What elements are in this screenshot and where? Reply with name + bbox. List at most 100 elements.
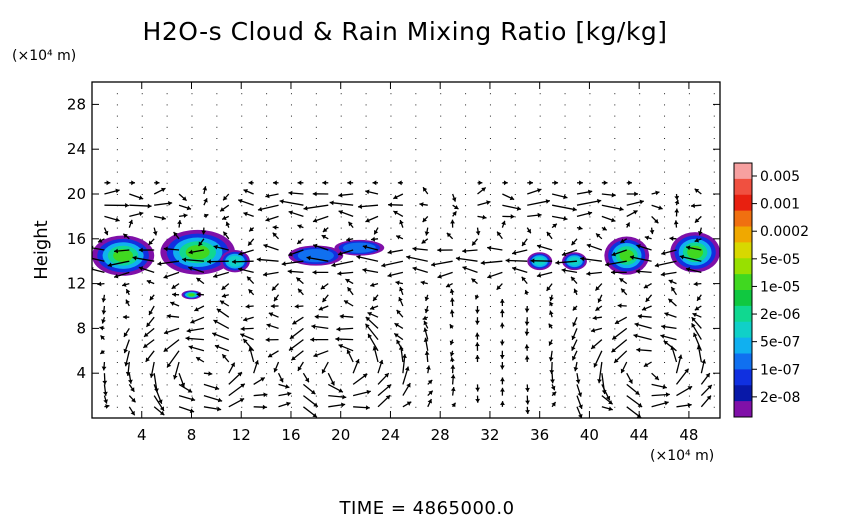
wind-vector-head <box>378 359 384 365</box>
wind-vector-head <box>163 246 168 252</box>
wind-vector-head <box>186 205 192 211</box>
wind-vector-head <box>499 298 505 303</box>
wind-vector-head <box>260 377 265 382</box>
wind-vector-head <box>597 379 602 384</box>
wind-vector-head <box>536 273 542 278</box>
wind-vector-head <box>664 312 669 317</box>
wind-vector-head <box>167 363 172 368</box>
wind-vector-head <box>611 269 615 275</box>
wind-vector-head <box>188 345 194 350</box>
wind-vector-head <box>268 312 274 317</box>
wind-vector-head <box>661 250 666 256</box>
wind-vector-head <box>496 285 502 290</box>
wind-vector-head <box>597 298 603 303</box>
wind-vector-head <box>524 331 530 336</box>
wind-vector-head <box>362 373 368 379</box>
wind-vector-head <box>225 221 231 227</box>
wind-vector-head <box>203 198 208 203</box>
wind-vector-head <box>387 249 392 255</box>
wind-vector-head <box>321 368 327 374</box>
wind-vector-head <box>449 288 455 294</box>
wind-vector-head <box>487 274 492 279</box>
wind-vector-head <box>475 398 481 403</box>
colorbar-swatch <box>734 385 752 402</box>
wind-vector-head <box>214 344 220 350</box>
wind-vector-head <box>694 218 700 223</box>
wind-vector-head <box>143 343 148 348</box>
x-tick-label: 12 <box>232 426 251 444</box>
wind-vector-head <box>263 392 268 398</box>
wind-vector-head <box>450 387 456 392</box>
wind-vector-head <box>101 319 106 324</box>
wind-vector-head <box>138 247 143 253</box>
wind-vector-head <box>396 309 401 315</box>
wind-vector-head <box>499 322 505 327</box>
wind-vector-head <box>298 288 303 294</box>
wind-vector-head <box>115 217 120 223</box>
colorbar-label: 5e-07 <box>760 335 800 351</box>
wind-vector-head <box>338 344 343 349</box>
wind-vector-head <box>370 282 375 288</box>
colorbar-swatch <box>734 258 752 275</box>
wind-vector-head <box>602 226 607 231</box>
wind-vector-head <box>296 277 301 282</box>
wind-vector-head <box>166 313 171 319</box>
wind-vector-head <box>154 388 159 393</box>
wind-vector-head <box>138 195 144 200</box>
wind-vector-head <box>499 309 505 314</box>
wind-vector-head <box>424 308 430 314</box>
colorbar-label: 1e-05 <box>760 279 800 295</box>
wind-vector-head <box>691 323 696 328</box>
wind-vector-head <box>692 312 697 318</box>
wind-vector-head <box>474 332 480 337</box>
wind-vector-head <box>148 310 153 316</box>
wind-vector-head <box>272 225 277 230</box>
wind-vector-head <box>240 326 245 332</box>
wind-vector-head <box>373 296 378 302</box>
wind-vector-head <box>187 388 193 393</box>
y-unit-label: (×10⁴ m) <box>12 48 76 64</box>
wind-vector-head <box>437 247 442 253</box>
wind-vector-head <box>536 244 542 249</box>
wind-vector-head <box>196 277 201 283</box>
wind-vector-head <box>499 365 505 370</box>
wind-vector-head <box>537 212 542 218</box>
colorbar-swatch <box>734 305 752 323</box>
colorbar-swatch <box>734 194 752 212</box>
wind-vector-head <box>297 224 302 229</box>
wind-vector-head <box>571 335 576 340</box>
wind-vector-head <box>222 354 227 359</box>
wind-vector-head <box>481 187 486 192</box>
wind-vector-head <box>356 254 361 260</box>
wind-vector-head <box>131 180 136 186</box>
wind-vector-head <box>406 255 411 260</box>
wind-vector-head <box>161 187 166 193</box>
wind-vector-head <box>524 289 530 295</box>
wind-vector-head <box>125 202 129 208</box>
wind-vector-head <box>194 306 199 312</box>
wind-vector-head <box>198 241 203 246</box>
wind-vector-head <box>635 269 640 274</box>
wind-vector-head <box>475 231 481 236</box>
wind-vector-head <box>201 230 207 235</box>
wind-vector-head <box>182 257 187 263</box>
wind-vector-head <box>406 401 412 406</box>
wind-vector-head <box>303 205 308 211</box>
wind-vector-head <box>573 366 579 372</box>
wind-vector-head <box>404 366 410 371</box>
wind-vector-head <box>551 402 556 407</box>
wind-vector-head <box>297 180 302 186</box>
wind-vector-head <box>270 303 275 309</box>
wind-vector-head <box>449 324 454 329</box>
wind-vector-head <box>510 214 515 219</box>
wind-vector-head <box>431 262 436 267</box>
wind-vector-head <box>168 200 173 206</box>
wind-vector-head <box>365 316 371 322</box>
wind-vector-head <box>596 233 601 238</box>
wind-vector-head <box>99 325 104 331</box>
wind-vector-head <box>554 180 559 186</box>
wind-vector-head <box>450 357 455 362</box>
wind-vector-head <box>427 399 432 404</box>
wind-vector-head <box>450 364 456 369</box>
wind-vectors <box>92 180 713 418</box>
